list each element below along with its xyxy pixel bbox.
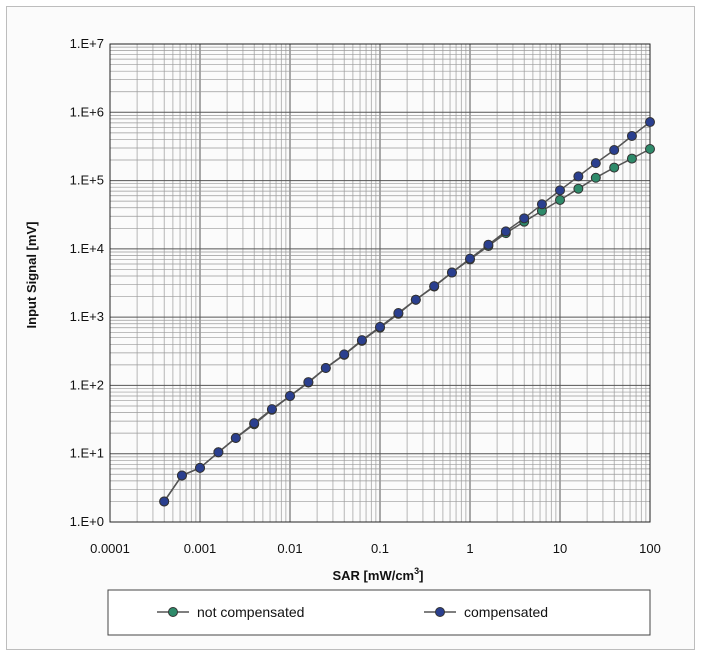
plot-area-border: [109, 43, 651, 523]
x-tick-label: 0.01: [277, 541, 302, 556]
data-point-not-compensated: [626, 153, 637, 164]
data-point-compensated: [195, 462, 205, 473]
x-tick-label: 10: [553, 541, 567, 556]
data-point-compensated: [483, 239, 494, 250]
data-point-compensated: [159, 496, 170, 507]
legend-label-compensated: compensated: [464, 604, 548, 620]
data-point-compensated: [249, 418, 260, 429]
data-point-compensated: [446, 267, 457, 278]
x-tick-label: 0.1: [371, 541, 389, 556]
data-series: [159, 117, 655, 507]
x-tick-label: 0.0001: [90, 541, 130, 556]
data-point-compensated: [393, 307, 404, 318]
data-point-not-compensated: [645, 143, 655, 154]
y-tick-label: 1.E+7: [70, 36, 104, 51]
x-axis-title-end: ]: [419, 568, 423, 583]
x-axis-title-main: SAR [mW/cm: [333, 568, 415, 583]
data-point-compensated: [375, 321, 385, 332]
grid-lines: [109, 44, 650, 523]
y-tick-label: 1.E+1: [70, 446, 104, 461]
legend-swatch-marker-compensated: [435, 607, 445, 617]
x-tick-label: 0.001: [184, 541, 217, 556]
legend-item-compensated: compensated: [424, 604, 548, 620]
data-point-not-compensated: [590, 172, 601, 183]
legend-box: [107, 589, 651, 636]
data-point-compensated: [320, 362, 331, 373]
series-line-compensated: [163, 121, 651, 502]
data-point-not-compensated: [555, 194, 565, 205]
data-point-compensated: [609, 145, 620, 156]
legend-swatch-marker-not-compensated: [168, 607, 178, 617]
data-point-compensated: [266, 404, 277, 415]
data-point-compensated: [356, 335, 367, 346]
data-point-compensated: [230, 432, 241, 443]
x-tick-label: 1: [466, 541, 473, 556]
data-point-compensated: [555, 185, 565, 196]
tick-labels: 0.0001 0.001 0.01 0.1 1 10 100 1.E+0 1.E+1 1.E+2 1…: [70, 36, 661, 556]
data-point-not-compensated: [573, 183, 584, 194]
series-points-compensated: [159, 117, 655, 507]
data-point-compensated: [339, 349, 350, 360]
y-tick-label: 1.E+4: [70, 241, 104, 256]
data-point-compensated: [626, 130, 637, 141]
data-point-compensated: [573, 171, 584, 182]
y-tick-label: 1.E+5: [70, 173, 104, 188]
y-tick-label: 1.E+3: [70, 309, 104, 324]
data-point-compensated: [536, 199, 547, 210]
legend-item-not-compensated: not compensated: [157, 604, 304, 620]
data-point-compensated: [500, 226, 511, 237]
data-point-compensated: [410, 294, 421, 305]
y-tick-label: 1.E+2: [70, 377, 104, 392]
data-point-compensated: [645, 117, 655, 128]
data-point-compensated: [590, 158, 601, 169]
data-point-compensated: [176, 470, 187, 481]
y-tick-label: 1.E+6: [70, 104, 104, 119]
data-point-compensated: [303, 377, 314, 388]
y-axis-title: Input Signal [mV]: [24, 222, 39, 329]
x-axis-title: SAR [mW/cm3]: [333, 566, 424, 583]
series-compensated: [163, 121, 651, 502]
data-point-compensated: [429, 281, 440, 292]
legend-label-not-compensated: not compensated: [197, 604, 304, 620]
y-tick-label: 1.E+0: [70, 514, 104, 529]
x-tick-label: 100: [639, 541, 661, 556]
data-point-compensated: [465, 253, 475, 264]
x-axis-title-sup: 3: [414, 566, 419, 576]
data-point-compensated: [213, 447, 224, 458]
data-point-compensated: [519, 213, 530, 224]
data-point-not-compensated: [609, 162, 620, 173]
data-point-compensated: [285, 391, 295, 402]
